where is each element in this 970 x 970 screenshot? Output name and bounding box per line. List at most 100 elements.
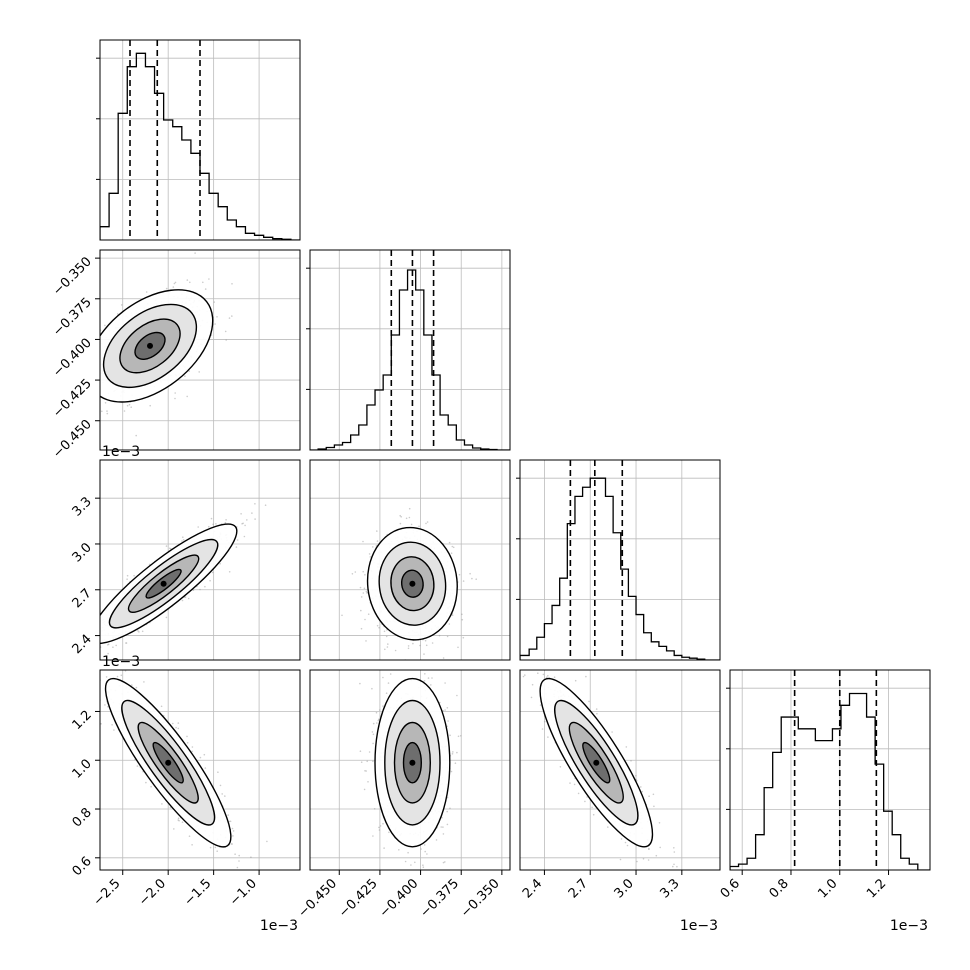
sample-point — [98, 333, 100, 335]
sample-point — [415, 667, 417, 669]
sample-point — [91, 362, 93, 364]
sample-point — [410, 864, 412, 866]
sample-point — [116, 313, 119, 315]
sample-point — [408, 507, 411, 510]
sample-point — [236, 539, 239, 541]
sample-point — [165, 616, 168, 619]
sample-point — [427, 677, 430, 679]
sample-point — [475, 578, 478, 580]
sample-point — [225, 339, 227, 341]
histogram-step — [520, 477, 720, 660]
sample-point — [208, 278, 210, 280]
sample-point — [211, 571, 214, 574]
sample-point — [78, 666, 80, 668]
sample-point — [138, 631, 140, 633]
sample-point — [68, 654, 70, 656]
sample-point — [448, 541, 451, 544]
sample-point — [442, 657, 445, 659]
sample-point — [238, 860, 240, 862]
sample-point — [113, 729, 115, 731]
sample-point — [194, 252, 196, 254]
sample-point — [95, 343, 97, 345]
sample-point — [150, 785, 152, 788]
sample-point — [145, 291, 148, 293]
sample-point — [419, 644, 421, 647]
sample-point — [359, 750, 362, 752]
sample-point — [99, 661, 101, 663]
sample-point — [92, 377, 94, 379]
sample-point — [452, 546, 455, 549]
sample-point — [199, 756, 202, 759]
sample-point — [96, 385, 98, 387]
sample-point — [104, 704, 106, 706]
sample-point — [186, 742, 189, 744]
sample-point — [93, 371, 95, 373]
sample-point — [74, 382, 76, 384]
sample-point — [442, 833, 445, 835]
sample-point — [135, 686, 138, 689]
sample-point — [264, 504, 267, 507]
sample-point — [400, 516, 403, 518]
sample-point — [126, 404, 129, 407]
sample-point — [93, 374, 95, 376]
sample-point — [203, 753, 206, 756]
sample-point — [444, 709, 446, 711]
sample-point — [81, 372, 83, 374]
sample-point — [238, 854, 240, 857]
sample-point — [177, 722, 180, 724]
sample-point — [219, 562, 221, 565]
sample-point — [231, 315, 233, 317]
sample-point — [105, 676, 108, 678]
sample-point — [91, 359, 93, 361]
sample-point — [135, 434, 137, 437]
density-peak — [165, 759, 172, 766]
sample-point — [378, 626, 380, 629]
sample-point — [101, 410, 103, 413]
sample-point — [94, 695, 96, 697]
sample-point — [462, 636, 465, 639]
histogram-step — [730, 692, 930, 870]
sample-point — [120, 304, 123, 306]
sample-point — [363, 788, 366, 791]
sample-point — [234, 853, 236, 855]
sample-point — [181, 821, 184, 823]
sample-point — [240, 513, 242, 515]
pair-panel-1-4 — [94, 661, 300, 870]
sample-point — [172, 722, 174, 725]
sample-point — [365, 640, 367, 642]
sample-point — [97, 626, 99, 628]
sample-point — [96, 370, 98, 372]
sample-point — [254, 503, 256, 505]
sample-point — [438, 634, 441, 637]
sample-point — [137, 630, 139, 632]
sample-point — [214, 323, 216, 325]
sample-point — [362, 592, 365, 594]
sample-point — [425, 522, 427, 525]
sample-point — [210, 517, 213, 520]
sample-point — [371, 687, 373, 690]
sample-point — [426, 853, 428, 855]
sample-point — [266, 840, 268, 843]
sample-point — [115, 644, 117, 647]
sample-point — [133, 574, 135, 577]
sample-point — [186, 735, 188, 738]
sample-point — [191, 844, 193, 846]
histogram-step — [310, 269, 510, 450]
sample-point — [214, 846, 217, 849]
sample-point — [363, 587, 366, 590]
sample-point — [369, 556, 372, 558]
sample-point — [191, 746, 194, 748]
sample-point — [394, 649, 397, 652]
sample-point — [94, 632, 96, 634]
sample-point — [204, 767, 207, 769]
sample-point — [141, 630, 144, 633]
sample-point — [149, 404, 151, 407]
sample-point — [461, 618, 464, 621]
sample-point — [433, 661, 435, 663]
sample-point — [412, 642, 414, 645]
sample-point — [385, 692, 388, 694]
sample-point — [106, 410, 108, 412]
sample-point — [116, 675, 119, 678]
sample-point — [92, 410, 94, 412]
sample-point — [376, 624, 379, 627]
